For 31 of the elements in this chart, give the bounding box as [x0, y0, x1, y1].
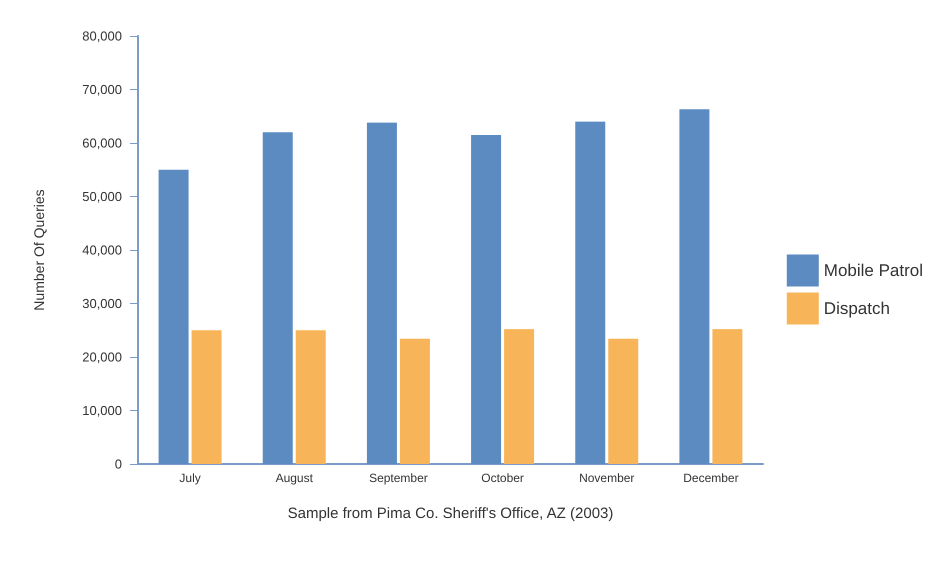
- legend-label: Mobile Patrol: [824, 261, 924, 280]
- y-tick-label: 50,000: [82, 189, 122, 204]
- y-tick-label: 10,000: [82, 403, 122, 418]
- bar: [296, 330, 326, 464]
- bar: [608, 338, 638, 464]
- x-axis-title: Sample from Pima Co. Sheriff's Office, AZ (2003): [288, 505, 614, 522]
- bar: [192, 330, 222, 464]
- y-tick-label: 40,000: [82, 242, 122, 258]
- x-tick-label: August: [276, 471, 314, 485]
- y-axis-title: Number Of Queries: [31, 189, 47, 311]
- x-tick-label: July: [179, 471, 201, 485]
- legend-label: Dispatch: [824, 299, 890, 318]
- y-tick-label: 20,000: [82, 350, 122, 364]
- x-tick-label: September: [369, 471, 428, 485]
- bar: [712, 329, 742, 464]
- y-tick-label: 30,000: [82, 296, 122, 311]
- x-tick-label: October: [481, 471, 524, 485]
- bar: [366, 122, 397, 464]
- y-tick-label: 80,000: [82, 28, 122, 44]
- y-tick-label: 70,000: [82, 82, 122, 97]
- bar: [679, 109, 710, 464]
- bar: [158, 170, 189, 464]
- bar: [471, 134, 502, 464]
- bar: [400, 338, 430, 464]
- bar: [504, 329, 534, 464]
- x-tick-label: November: [579, 471, 634, 485]
- bar: [575, 122, 606, 464]
- bar: [262, 132, 293, 464]
- x-tick-label: December: [683, 471, 739, 485]
- y-tick-label: 60,000: [82, 136, 122, 150]
- y-tick-label: 0: [114, 456, 122, 472]
